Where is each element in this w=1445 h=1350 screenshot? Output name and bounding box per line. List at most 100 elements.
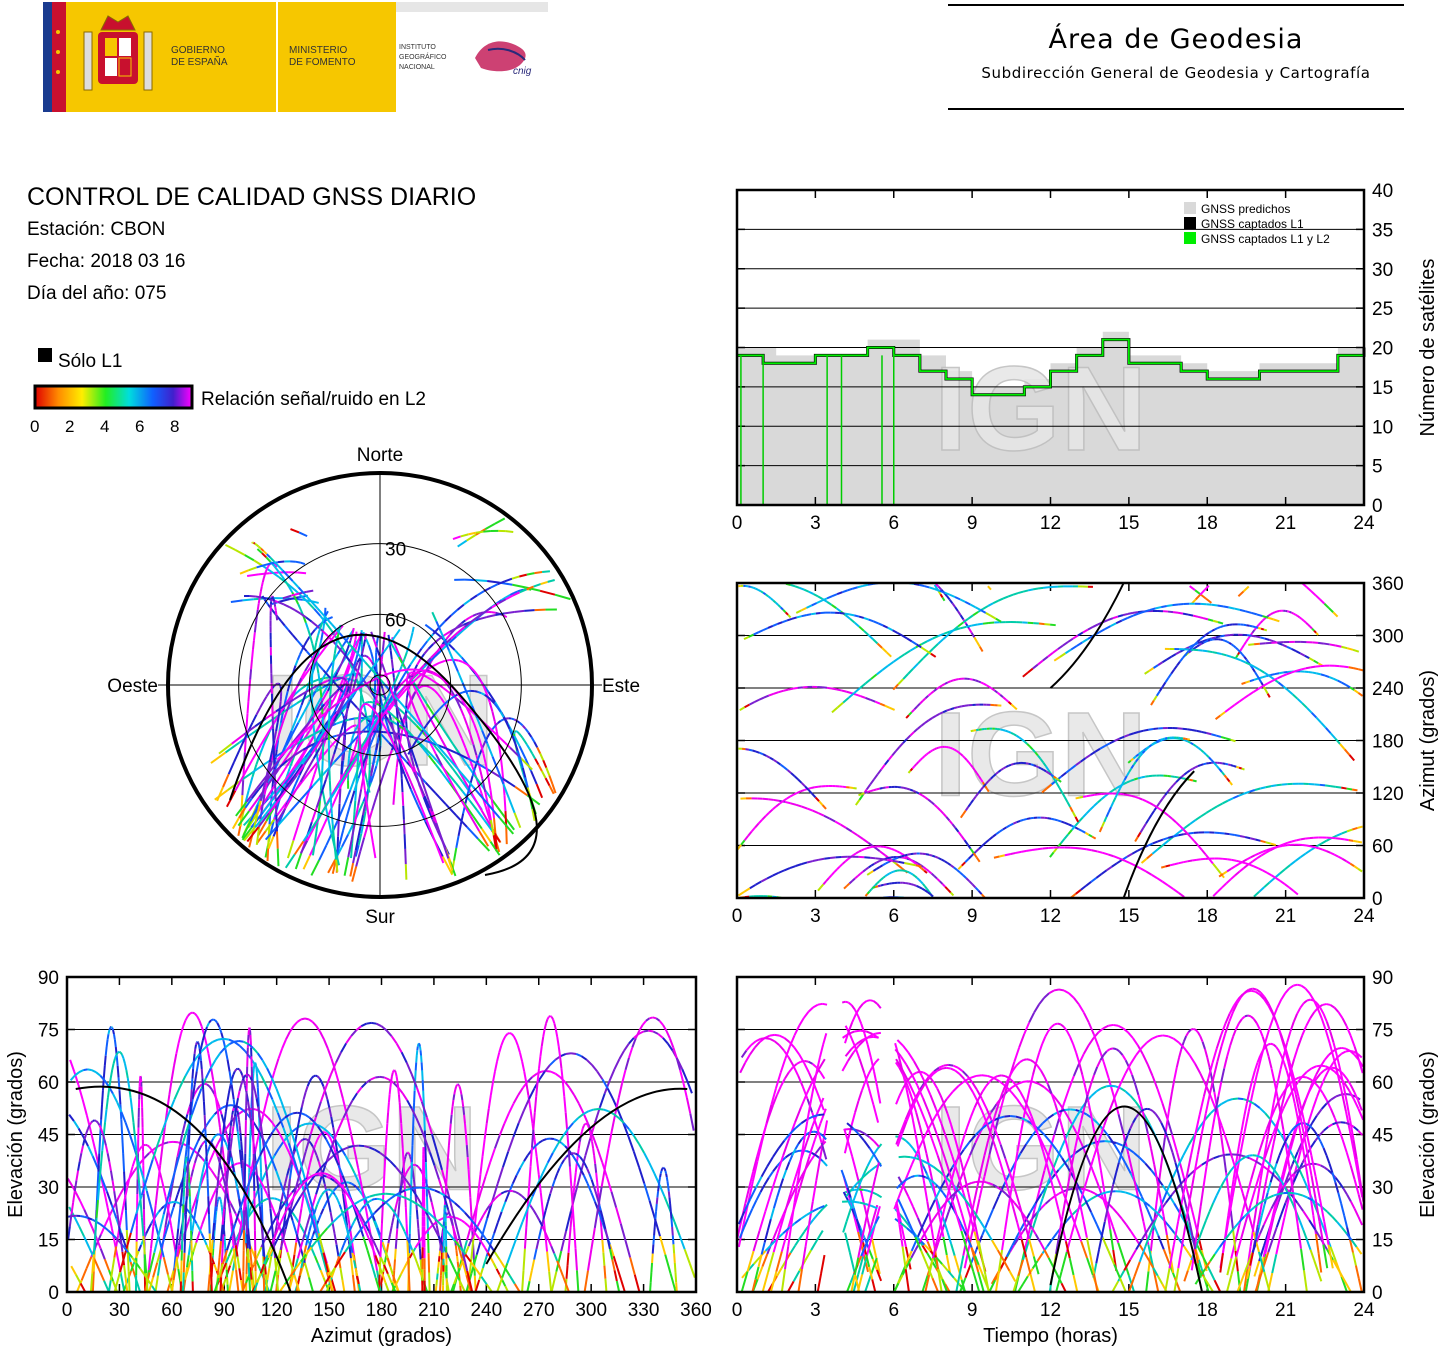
elev-az-segment bbox=[493, 1222, 499, 1234]
sky-track-segment bbox=[306, 636, 311, 642]
track-segment bbox=[1023, 817, 1028, 821]
sky-track-segment bbox=[294, 748, 304, 756]
x-tick-label: 90 bbox=[214, 1300, 235, 1321]
sky-track-segment bbox=[386, 749, 393, 762]
track-segment bbox=[1010, 763, 1014, 766]
sky-track-segment bbox=[504, 610, 515, 615]
elev-az-segment bbox=[633, 1274, 641, 1293]
track-segment bbox=[923, 885, 928, 890]
sky-track-segment bbox=[384, 700, 391, 712]
track-segment bbox=[930, 801, 935, 806]
sky-track-segment bbox=[292, 781, 302, 796]
track-segment bbox=[1104, 625, 1111, 630]
sky-track-segment bbox=[464, 793, 469, 804]
track-segment bbox=[999, 828, 1004, 833]
sky-track-segment bbox=[452, 535, 461, 540]
track-segment bbox=[1291, 647, 1297, 652]
elev-az-segment bbox=[596, 1070, 604, 1080]
track-segment bbox=[1119, 735, 1125, 740]
elev-az-segment bbox=[408, 1165, 412, 1169]
track-segment bbox=[1123, 793, 1128, 796]
sky-track-segment bbox=[332, 671, 339, 682]
track-segment bbox=[760, 877, 768, 883]
sky-track-segment bbox=[262, 574, 266, 579]
track-segment bbox=[912, 662, 919, 670]
elev-az-segment bbox=[610, 1191, 618, 1208]
track-segment bbox=[1310, 711, 1318, 719]
sky-track-segment bbox=[519, 573, 528, 578]
track-segment bbox=[972, 611, 979, 617]
track-segment bbox=[839, 863, 844, 868]
elev-az-segment bbox=[406, 1167, 410, 1172]
track-segment bbox=[927, 798, 932, 803]
elev-az-segment bbox=[311, 1249, 316, 1257]
elev-az-segment bbox=[101, 1178, 108, 1193]
elev-az-segment bbox=[102, 1187, 109, 1209]
track-segment bbox=[1296, 668, 1302, 672]
sky-track-segment bbox=[358, 679, 362, 684]
sky-track-segment bbox=[269, 556, 275, 563]
track-segment bbox=[819, 883, 825, 889]
elev-az-segment bbox=[608, 1068, 616, 1081]
elev-az-segment bbox=[198, 1224, 204, 1234]
track-segment bbox=[1304, 654, 1310, 660]
track-segment bbox=[1353, 865, 1359, 870]
sky-track-segment bbox=[247, 690, 251, 702]
elev-az-segment bbox=[201, 1215, 206, 1225]
track-segment bbox=[1243, 790, 1250, 795]
track-segment bbox=[909, 731, 915, 737]
track-segment bbox=[1238, 697, 1245, 703]
y-tick-label: 0 bbox=[1372, 889, 1383, 910]
track-segment bbox=[795, 803, 803, 808]
track-segment bbox=[1254, 666, 1261, 671]
track-segment bbox=[1194, 645, 1198, 649]
y-tick-label: 25 bbox=[1372, 299, 1393, 320]
elev-az-segment bbox=[541, 1211, 546, 1232]
track-segment bbox=[902, 673, 909, 680]
track-segment bbox=[914, 875, 918, 879]
track-segment bbox=[818, 857, 825, 861]
track-segment bbox=[778, 869, 785, 874]
sky-track-segment bbox=[467, 757, 480, 766]
sky-track-segment bbox=[251, 649, 254, 660]
track-segment bbox=[1216, 802, 1223, 808]
track-segment bbox=[1000, 728, 1004, 731]
track-segment bbox=[979, 646, 984, 652]
elev-az-segment bbox=[453, 1089, 457, 1095]
sky-track-segment bbox=[233, 750, 241, 763]
elev-az-segment bbox=[283, 1242, 289, 1253]
sky-track-segment bbox=[355, 851, 362, 867]
sky-track-segment bbox=[340, 655, 346, 665]
x-tick-label: 15 bbox=[1118, 513, 1139, 534]
elev-az-segment bbox=[238, 1106, 244, 1112]
sky-track-segment bbox=[477, 838, 491, 852]
track-segment bbox=[1196, 644, 1200, 648]
sky-track-segment bbox=[362, 639, 367, 647]
elev-az-segment bbox=[186, 1106, 191, 1115]
track-segment bbox=[863, 847, 868, 851]
track-segment bbox=[1217, 604, 1224, 608]
track-segment bbox=[851, 830, 858, 837]
elev-az-segment bbox=[385, 1243, 390, 1253]
sky-track-segment bbox=[410, 691, 417, 702]
track-segment bbox=[1263, 628, 1268, 632]
track-segment bbox=[1016, 819, 1021, 824]
track-segment bbox=[1070, 645, 1078, 651]
elev-az-segment bbox=[279, 1181, 286, 1195]
x-tick-label: 0 bbox=[62, 1300, 73, 1321]
track-segment bbox=[1134, 795, 1140, 800]
sky-track-segment bbox=[505, 530, 514, 533]
track-segment bbox=[1171, 818, 1177, 823]
sky-track-segment bbox=[422, 673, 428, 678]
sky-track-segment bbox=[347, 757, 357, 770]
track-segment bbox=[1101, 821, 1106, 828]
track-segment bbox=[1093, 801, 1099, 807]
sky-track-segment bbox=[438, 620, 446, 629]
track-segment bbox=[1243, 641, 1247, 646]
x-tick-label: 6 bbox=[888, 513, 899, 534]
sky-track-segment bbox=[321, 639, 328, 646]
sky-track-segment bbox=[299, 724, 308, 735]
track-segment bbox=[1166, 604, 1173, 607]
track-segment bbox=[1110, 801, 1115, 808]
sky-track-segment bbox=[325, 662, 334, 673]
